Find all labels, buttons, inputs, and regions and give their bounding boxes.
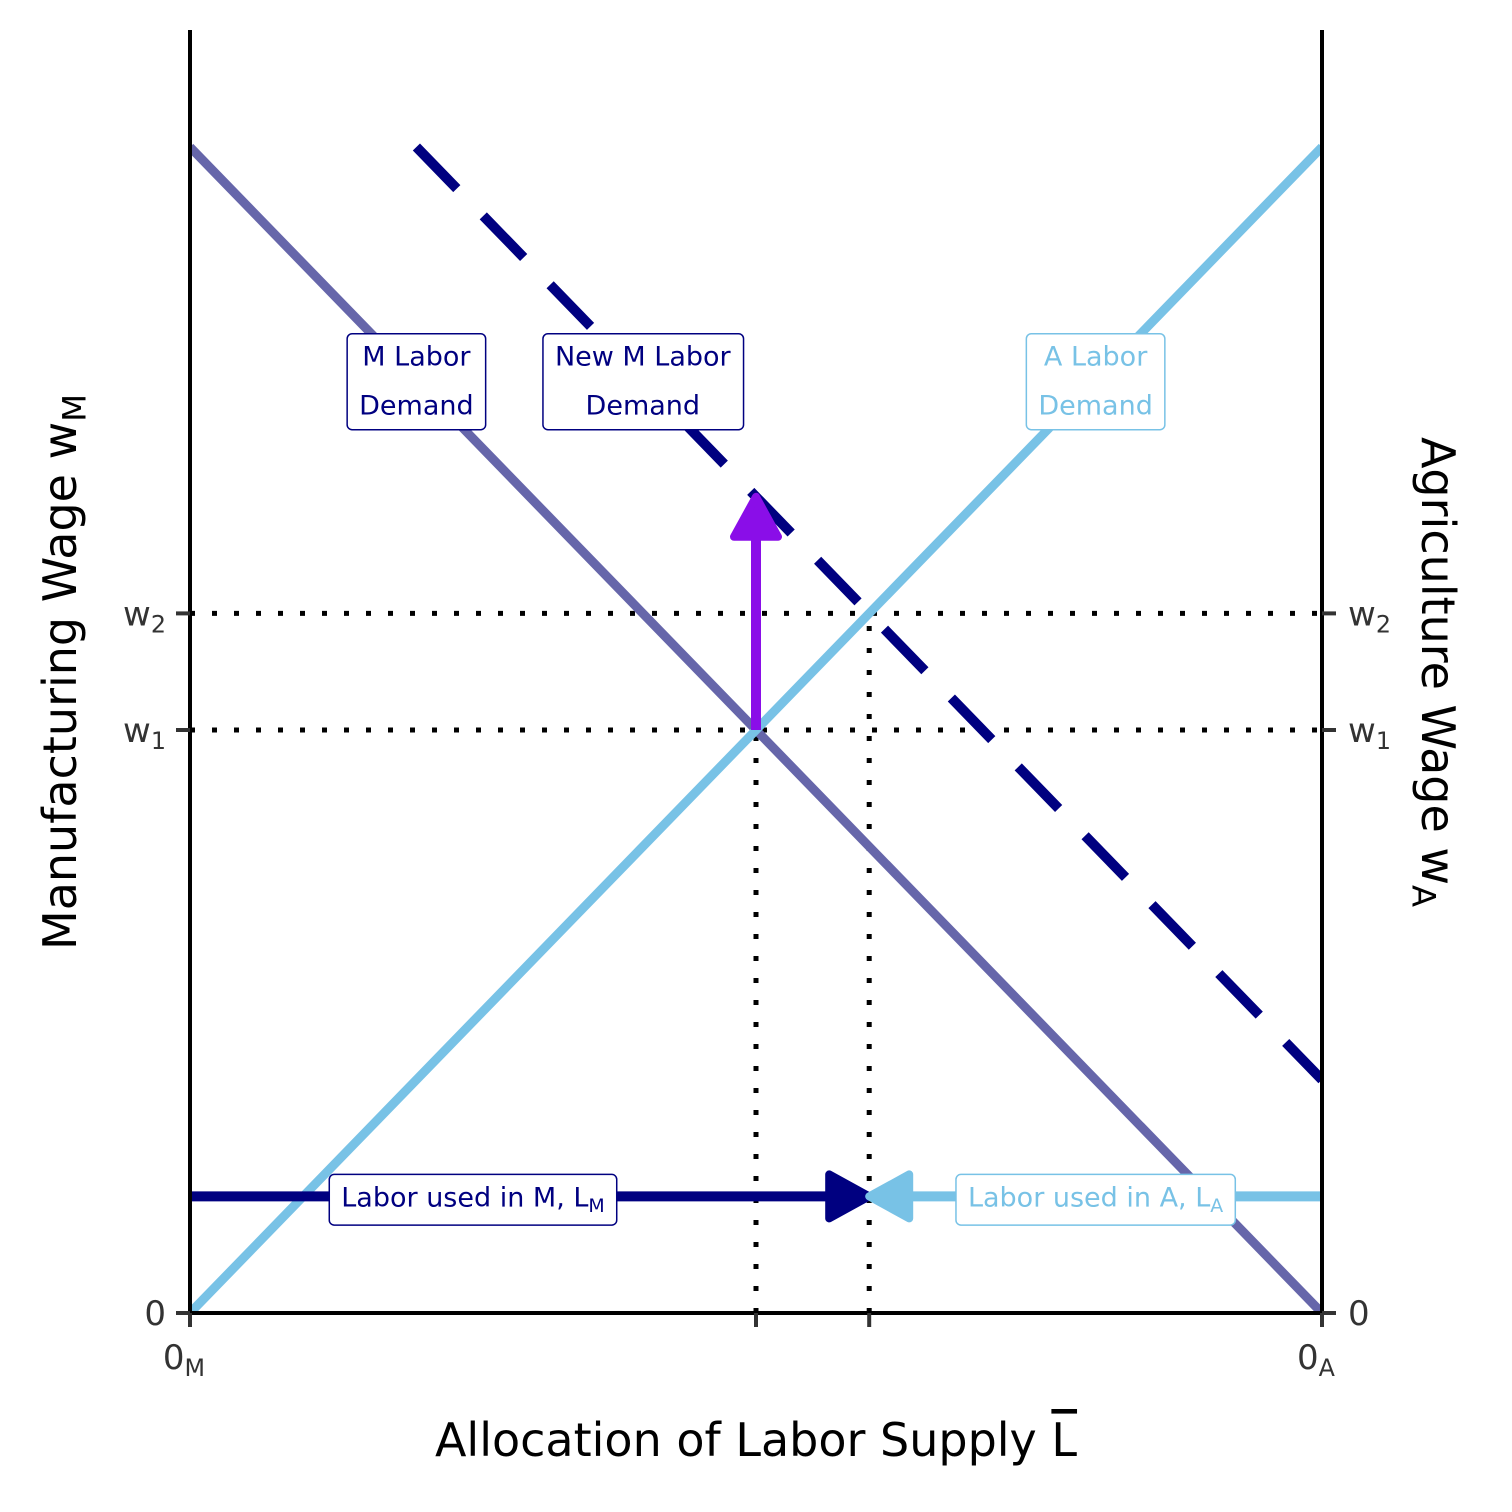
y-axis-right-title: Agriculture Wage wA bbox=[1404, 437, 1465, 907]
wage_shift-head bbox=[730, 492, 782, 541]
la_arrow-head bbox=[865, 1170, 914, 1223]
lm_arrow-head bbox=[825, 1170, 874, 1223]
new_m_demand_label-box bbox=[542, 332, 745, 431]
x-tick-label-0-sub: M bbox=[185, 1354, 206, 1382]
lm_label: Labor used in M, LM bbox=[328, 1173, 618, 1226]
y-axis-left-title-sub: M bbox=[56, 394, 94, 422]
lm_label-sub: M bbox=[588, 1195, 604, 1217]
y-right-tick-label-0-main: 0 bbox=[1348, 1294, 1370, 1334]
y-left-tick-label-0: 0 bbox=[144, 1294, 166, 1334]
m_demand_label-line-1-main: Demand bbox=[359, 391, 474, 422]
new_m_demand_label-line-0: New M Labor bbox=[555, 342, 732, 373]
a_demand_label-line-0: A Labor bbox=[1044, 342, 1148, 373]
y-right-tick-label-1-main: w bbox=[1348, 711, 1376, 751]
x-axis-title-main: Allocation of Labor Supply bbox=[435, 1413, 1051, 1467]
m_demand_label-line-0: M Labor bbox=[362, 342, 471, 373]
y-right-tick-label-2: w2 bbox=[1348, 594, 1391, 638]
x-axis-title: Allocation of Labor Supply L bbox=[435, 1413, 1077, 1467]
y-right-tick-label-0: 0 bbox=[1348, 1294, 1370, 1334]
series-new_m_demand bbox=[412, 143, 1322, 1084]
y-left-tick-label-2-sub: 2 bbox=[151, 611, 166, 639]
m_demand_label-line-1: Demand bbox=[359, 391, 474, 422]
a_demand_label-line-1: Demand bbox=[1038, 391, 1153, 422]
new_m_demand_label-line-1: Demand bbox=[586, 391, 701, 422]
m_demand_label-line-0-main: M Labor bbox=[362, 342, 471, 373]
la_label-line-0: Labor used in A, LA bbox=[968, 1182, 1223, 1217]
new_m_demand_label: New M Labor Demand bbox=[542, 332, 745, 431]
y-axis-left-title: Manufacturing Wage wM bbox=[33, 394, 94, 950]
y-left-tick-label-1-sub: 1 bbox=[151, 727, 166, 755]
x-tick-label-3: 0A bbox=[1297, 1338, 1336, 1382]
a_demand_label: A Labor Demand bbox=[1025, 332, 1166, 431]
lm_label-line-0: Labor used in M, LM bbox=[341, 1182, 604, 1217]
la_label-sub: A bbox=[1210, 1195, 1223, 1217]
x-axis-title-bar: L bbox=[1051, 1413, 1077, 1467]
x-tick-label-3-main: 0 bbox=[1297, 1338, 1319, 1378]
x-tick-label-0-main: 0 bbox=[163, 1338, 185, 1378]
y-right-tick-label-1-sub: 1 bbox=[1376, 727, 1391, 755]
lm_label-box bbox=[328, 1173, 618, 1226]
y-left-tick-label-1: w1 bbox=[123, 711, 166, 755]
y-axis-right-title-sub: A bbox=[1404, 885, 1442, 907]
m_demand_label-box bbox=[346, 332, 487, 431]
la_label-line-0-main: Labor used in A, L bbox=[968, 1182, 1210, 1213]
y-axis-right-title-main: Agriculture Wage w bbox=[1411, 437, 1465, 885]
y-axis-left-title-main: Manufacturing Wage w bbox=[33, 422, 87, 950]
y-right-tick-label-2-main: w bbox=[1348, 594, 1376, 634]
y-left-tick-label-1-main: w bbox=[123, 711, 151, 751]
x-tick-label-0: 0M bbox=[163, 1338, 205, 1382]
m_demand_label: M Labor Demand bbox=[346, 332, 487, 431]
lm_label-line-0-main: Labor used in M, L bbox=[341, 1182, 588, 1213]
new_m_demand_label-line-1-main: Demand bbox=[586, 391, 701, 422]
y-right-tick-label-1: w1 bbox=[1348, 711, 1391, 755]
y-right-tick-label-2-sub: 2 bbox=[1376, 611, 1391, 639]
y-left-tick-label-0-main: 0 bbox=[144, 1294, 166, 1334]
y-left-tick-label-2-main: w bbox=[123, 594, 151, 634]
a_demand_label-box bbox=[1025, 332, 1166, 431]
y-left-tick-label-2: w2 bbox=[123, 594, 166, 638]
new_m_demand_label-line-0-main: New M Labor bbox=[555, 342, 732, 373]
a_demand_label-line-0-main: A Labor bbox=[1044, 342, 1148, 373]
la_label: Labor used in A, LA bbox=[955, 1173, 1237, 1226]
a_demand_label-line-1-main: Demand bbox=[1038, 391, 1153, 422]
la_label-box bbox=[955, 1173, 1237, 1226]
x-tick-label-3-sub: A bbox=[1319, 1354, 1336, 1382]
